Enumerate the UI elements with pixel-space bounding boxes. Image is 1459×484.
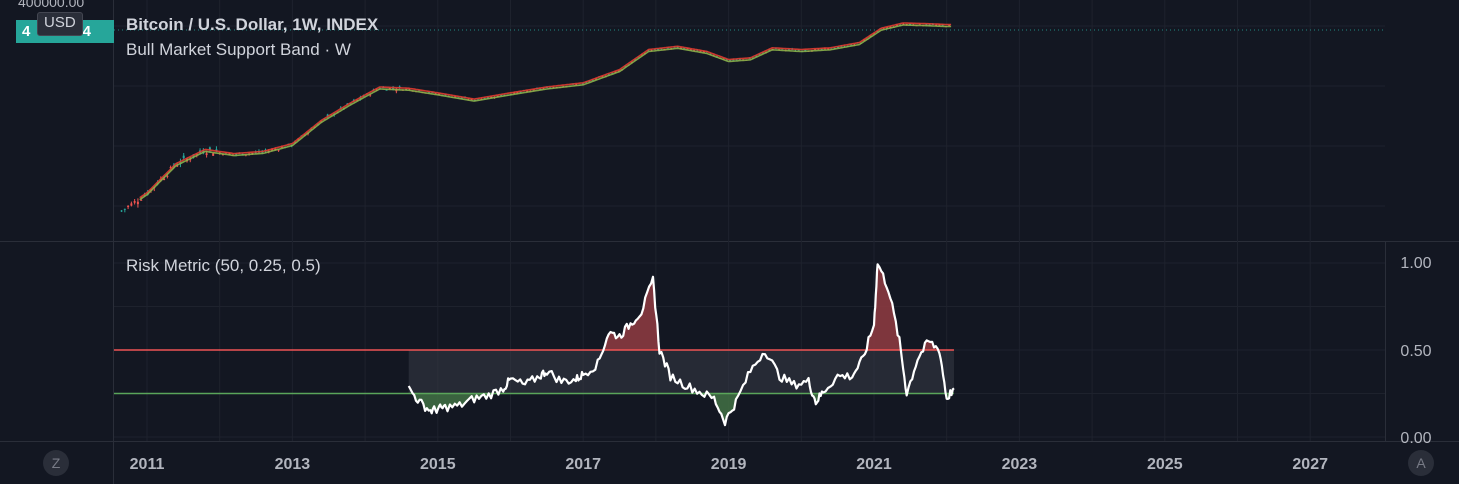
price-candle-body xyxy=(863,39,866,41)
x-tick-label: 2025 xyxy=(1147,456,1183,473)
y-tick-label: 0.00 xyxy=(1400,430,1431,447)
price-candle-body xyxy=(519,91,522,93)
x-tick-label: 2023 xyxy=(1002,456,1038,473)
axes: 1.00 0.50 0.00 2011 2013 2015 2017 2019 2021 2023… xyxy=(130,255,1432,473)
risk-metric-title[interactable]: Risk Metric (50, 0.25, 0.5) xyxy=(126,256,321,275)
price-candle-body xyxy=(768,49,771,51)
x-tick-label: 2013 xyxy=(275,456,311,473)
price-candle-body xyxy=(850,44,853,46)
price-candle-body xyxy=(895,24,898,26)
currency-badge[interactable]: USD xyxy=(37,12,83,36)
price-candle-body xyxy=(454,96,457,98)
price-candle-body xyxy=(388,87,391,90)
price-candle-body xyxy=(271,149,274,151)
price-candle-body xyxy=(601,76,604,78)
price-candle-body xyxy=(591,79,594,81)
support-band xyxy=(139,22,952,201)
price-candle-body xyxy=(127,206,130,208)
x-tick-label: 2019 xyxy=(711,456,747,473)
price-candle-body xyxy=(205,153,208,156)
price-candle-body xyxy=(140,199,143,201)
price-candle-body xyxy=(326,114,329,117)
y-tick-label: 1.00 xyxy=(1400,255,1431,272)
price-candle-body xyxy=(280,146,283,148)
price-candle-body xyxy=(683,47,686,49)
price-candle-body xyxy=(133,201,136,203)
risk-metric-plot xyxy=(114,263,955,427)
undo-zoom-button[interactable]: Z xyxy=(43,450,69,476)
price-candle-body xyxy=(130,203,133,206)
risk-mid-fill xyxy=(408,350,954,394)
price-candle-body xyxy=(120,210,123,212)
price-candle-body xyxy=(787,49,790,51)
price-candle-body xyxy=(123,208,126,210)
price-candle-body xyxy=(136,201,139,205)
price-candle-body xyxy=(814,49,817,51)
price-candle-body xyxy=(189,159,192,161)
price-candle-body xyxy=(392,87,395,89)
price-candle-body xyxy=(385,89,388,91)
last-price-badge-head: 4 xyxy=(22,23,31,40)
price-candle-body xyxy=(729,60,732,62)
price-candle-body xyxy=(221,154,224,156)
price-candle-body xyxy=(804,49,807,51)
indicator-band-title[interactable]: Bull Market Support Band · W xyxy=(126,40,351,59)
price-candle-body xyxy=(486,97,489,99)
symbol-title[interactable]: Bitcoin / U.S. Dollar, 1W, INDEX xyxy=(126,15,379,34)
x-tick-label: 2011 xyxy=(130,456,165,473)
x-tick-label: 2015 xyxy=(420,456,456,473)
price-candle-body xyxy=(676,46,679,48)
price-candle-body xyxy=(516,92,519,94)
price-candle-body xyxy=(827,48,830,50)
price-candle-body xyxy=(428,92,431,94)
price-candle-body xyxy=(212,153,215,156)
price-candle-body xyxy=(725,59,728,61)
x-tick-label: 2021 xyxy=(856,456,892,473)
price-candle-body xyxy=(369,94,372,96)
price-candle-body xyxy=(908,23,911,25)
x-tick-label: 2027 xyxy=(1292,456,1328,473)
price-candle-body xyxy=(169,167,172,169)
price-candle-body xyxy=(182,155,185,159)
x-tick-label: 2017 xyxy=(565,456,601,473)
price-candle-body xyxy=(163,178,166,180)
price-candle-body xyxy=(581,83,584,85)
price-scale-top-label: 400000.00 xyxy=(18,0,85,10)
price-candle-body xyxy=(702,51,705,53)
price-candle-body xyxy=(166,175,169,177)
price-candle-body xyxy=(820,48,823,50)
price-candle-body xyxy=(797,49,800,51)
price-candle-body xyxy=(228,153,231,155)
price-candle-body xyxy=(948,24,951,26)
price-candle-body xyxy=(657,49,660,51)
risk-metric-line xyxy=(407,263,955,427)
price-candle-body xyxy=(277,149,280,151)
price-candle-body xyxy=(470,99,473,101)
price-candle-body xyxy=(588,80,591,82)
price-candle-body xyxy=(837,46,840,48)
band-ema-line xyxy=(139,24,952,201)
y-tick-label: 0.50 xyxy=(1400,343,1431,360)
band-sma-line xyxy=(139,22,952,199)
auto-scale-button[interactable]: A xyxy=(1408,450,1434,476)
price-candle-body xyxy=(356,99,359,101)
price-candle-body xyxy=(500,94,503,96)
price-candle-body xyxy=(208,147,211,150)
risk-upper-fill xyxy=(408,264,954,350)
price-candle-body xyxy=(889,26,892,28)
